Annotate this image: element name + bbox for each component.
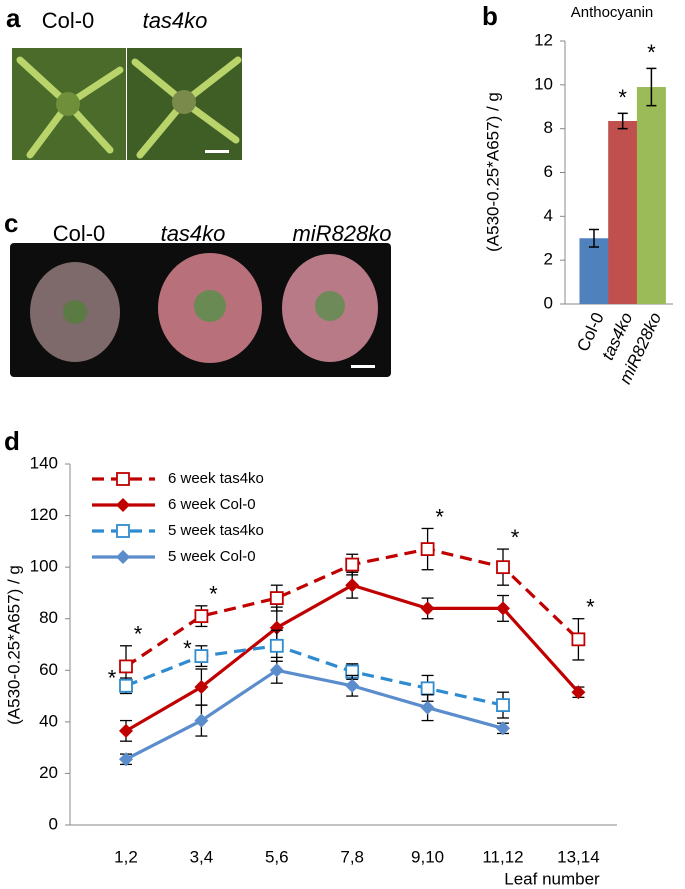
marker [194, 680, 209, 695]
series-line [125, 668, 504, 761]
photo-a [12, 48, 242, 160]
y-tick-label: 4 [544, 206, 553, 225]
bar [579, 238, 609, 304]
marker [119, 752, 133, 767]
bar [636, 87, 666, 305]
marker [116, 472, 130, 486]
y-tick-label: 100 [30, 557, 58, 576]
marker [496, 721, 510, 736]
series-line [125, 583, 580, 733]
significance-mark: * [586, 595, 595, 620]
photo-label: tas4ko [161, 221, 226, 246]
marker [420, 700, 435, 715]
error-bar [617, 112, 628, 130]
photo-label: tas4ko [143, 8, 208, 33]
significance-mark: * [618, 85, 627, 110]
photo-label: miR828ko [292, 221, 391, 246]
panel-label: c [4, 208, 18, 238]
bar [608, 120, 638, 304]
marker [194, 649, 209, 664]
y-tick-label: 120 [30, 505, 58, 524]
significance-mark: * [183, 636, 192, 661]
marker [269, 591, 284, 605]
marker [420, 601, 435, 616]
y-tick-label: 10 [534, 74, 553, 93]
legend-label: 6 week tas4ko [168, 470, 264, 487]
legend-label: 5 week tas4ko [168, 522, 264, 539]
marker [119, 678, 133, 693]
marker [496, 601, 510, 616]
marker [269, 638, 284, 653]
marker [420, 681, 435, 696]
error-bar [589, 228, 599, 248]
y-axis-label: (A530-0.25*A657) / g [483, 92, 502, 252]
y-tick-label: 0 [544, 293, 553, 312]
marker [496, 698, 510, 712]
marker [194, 609, 209, 624]
marker [345, 557, 360, 572]
significance-mark: * [134, 622, 143, 647]
marker [119, 723, 133, 738]
significance-mark: * [435, 504, 444, 529]
legend-label: 5 week Col-0 [168, 548, 256, 565]
marker [571, 685, 586, 700]
marker [194, 713, 209, 728]
x-tick-label: 3,4 [190, 847, 214, 866]
marker [116, 524, 130, 538]
legend-label: 6 week Col-0 [168, 496, 256, 513]
marker [345, 678, 360, 693]
chart-title: Anthocyanin [571, 4, 654, 21]
marker [119, 659, 133, 674]
marker [269, 663, 284, 678]
panel-label: d [4, 426, 20, 456]
photo-label: Col-0 [53, 221, 106, 246]
x-axis-label: Leaf number [504, 869, 600, 888]
x-tick-label: 1,2 [114, 847, 138, 866]
y-tick-label: 2 [544, 250, 553, 269]
x-tick-label: 5,6 [265, 847, 289, 866]
photo-c [10, 243, 391, 377]
x-tick-label: 9,10 [411, 847, 444, 866]
series-line [125, 644, 504, 707]
marker [571, 632, 586, 647]
y-tick-label: 12 [534, 30, 553, 49]
y-tick-label: 6 [544, 162, 553, 181]
marker [496, 560, 510, 575]
panel-label: b [482, 1, 498, 31]
marker [116, 498, 130, 512]
y-tick-label: 40 [39, 711, 58, 730]
marker [420, 542, 435, 556]
marker [345, 578, 360, 593]
y-axis-label: (A530-0.25*A657) / g [4, 565, 23, 725]
y-tick-label: 80 [39, 608, 58, 627]
y-tick-label: 140 [30, 453, 58, 472]
significance-mark: * [647, 40, 656, 65]
marker [269, 620, 284, 635]
y-tick-label: 0 [49, 814, 58, 833]
x-tick-label: 7,8 [340, 847, 364, 866]
marker [116, 550, 130, 564]
y-tick-label: 8 [544, 118, 553, 137]
significance-mark: * [511, 525, 520, 550]
x-tick-label: 11,12 [482, 847, 523, 866]
panel-label: a [6, 3, 21, 33]
x-tick-label: 13,14 [557, 847, 600, 866]
significance-mark: * [108, 666, 117, 691]
significance-mark: * [209, 582, 218, 607]
photo-label: Col-0 [42, 8, 95, 33]
y-tick-label: 20 [39, 763, 58, 782]
error-bar [646, 67, 657, 107]
y-tick-label: 60 [39, 660, 58, 679]
